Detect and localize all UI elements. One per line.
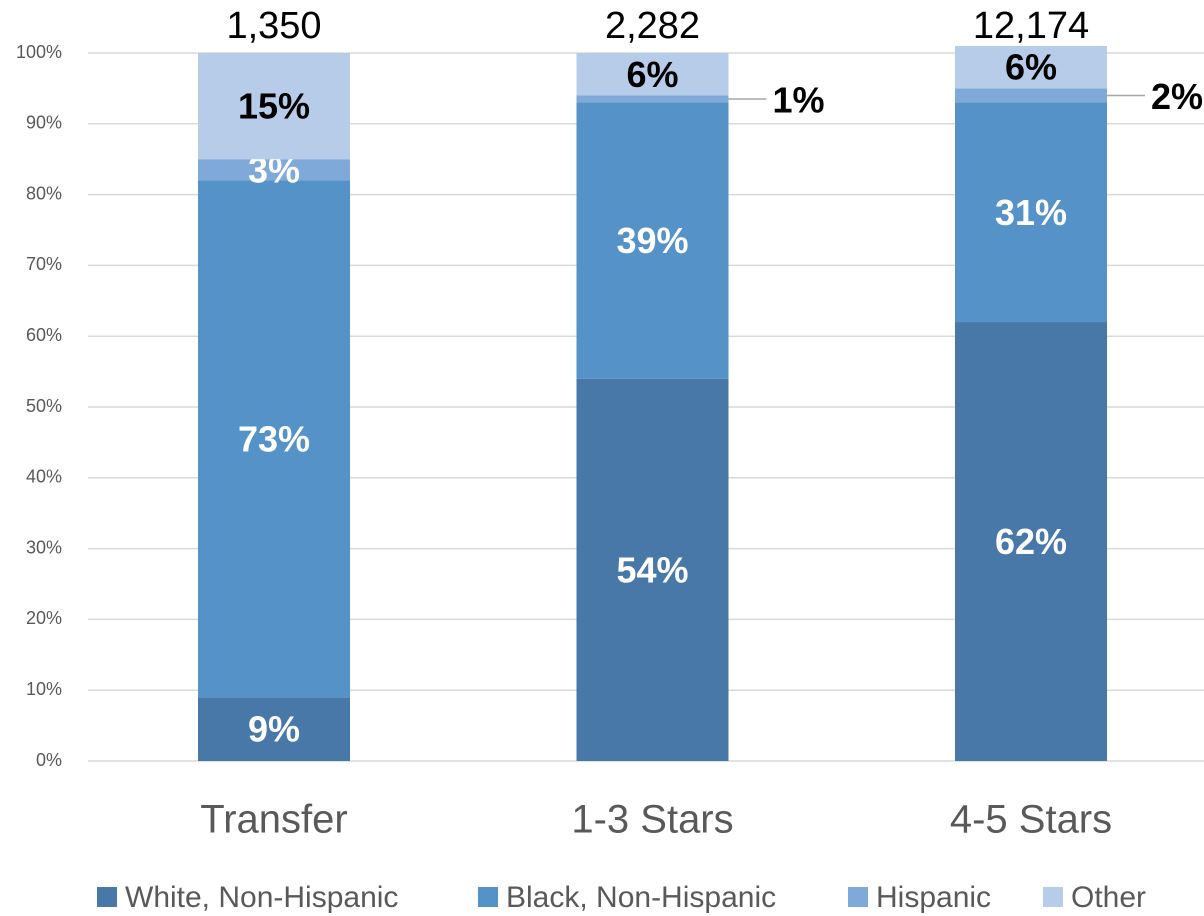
data-label: 39% [616, 220, 688, 261]
y-tick-label: 100% [16, 42, 62, 62]
bar-segment [198, 697, 350, 761]
y-tick-label: 60% [26, 325, 62, 345]
bar-segment [198, 180, 350, 698]
legend-label: White, Non-Hispanic [125, 881, 398, 914]
x-tick-label: 4-5 Stars [950, 798, 1112, 842]
data-label: 73% [238, 418, 310, 459]
data-label: 6% [626, 54, 678, 95]
y-tick-label: 90% [26, 113, 62, 133]
data-label: 6% [1005, 47, 1057, 88]
y-tick-label: 30% [26, 537, 62, 557]
x-tick-label: Transfer [200, 798, 347, 842]
legend-label: Hispanic [876, 881, 991, 914]
x-tick-label: 1-3 Stars [571, 798, 733, 842]
y-tick-label: 70% [26, 254, 62, 274]
data-label: 2% [1151, 76, 1203, 117]
y-tick-label: 20% [26, 608, 62, 628]
legend-swatch [1043, 887, 1063, 907]
bar-segment [955, 45, 1107, 89]
data-label: 62% [995, 521, 1067, 562]
bar-segment [955, 88, 1107, 103]
bar-segment [198, 159, 350, 181]
y-tick-label: 80% [26, 183, 62, 203]
bar-segment [955, 102, 1107, 323]
data-label: 1% [773, 80, 825, 121]
bar-segment [576, 95, 729, 103]
total-label: 12,174 [973, 5, 1089, 47]
y-tick-label: 50% [26, 396, 62, 416]
bar-segment [955, 322, 1107, 761]
y-tick-label: 40% [26, 467, 62, 487]
bar-segment [576, 53, 729, 96]
bar-segment [198, 53, 350, 160]
data-label: 31% [995, 192, 1067, 233]
bar-segment [576, 102, 729, 379]
legend-swatch [97, 887, 117, 907]
legend-label: Black, Non-Hispanic [506, 881, 776, 914]
legend-label: Other [1071, 881, 1146, 914]
bar-segment [576, 378, 729, 761]
total-label: 2,282 [605, 5, 700, 47]
y-tick-label: 10% [26, 679, 62, 699]
data-label: 15% [238, 86, 310, 127]
y-tick-label: 0% [36, 750, 62, 770]
data-label: 9% [248, 709, 300, 750]
data-label: 54% [616, 549, 688, 590]
legend-swatch [848, 887, 868, 907]
legend-swatch [478, 887, 498, 907]
total-label: 1,350 [226, 5, 321, 47]
